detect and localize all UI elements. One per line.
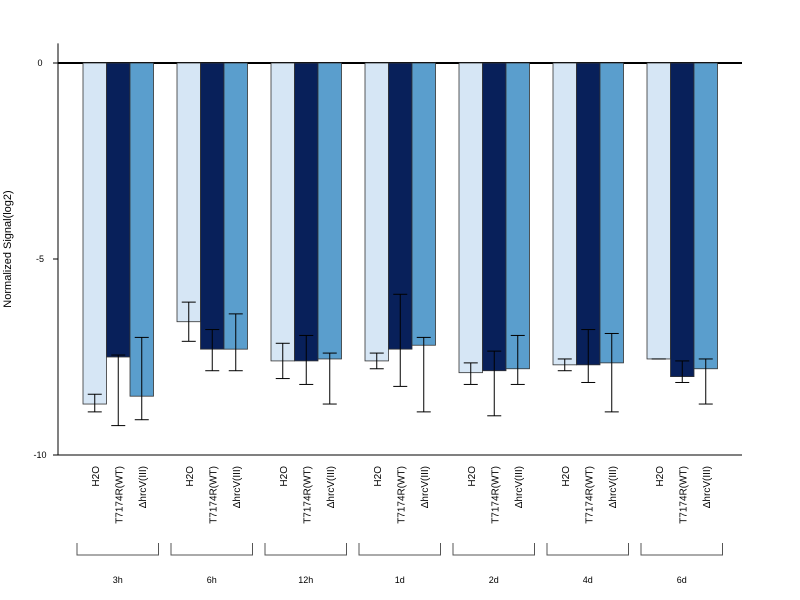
x-tick-label: T7174R(WT) [678, 466, 689, 524]
group-bracket [546, 543, 629, 556]
group-bracket [452, 543, 535, 556]
bar [599, 62, 624, 364]
x-tick-label: T7174R(WT) [396, 466, 407, 524]
bars [82, 62, 718, 405]
bar [223, 62, 248, 350]
group-bracket [76, 543, 159, 556]
bar [317, 62, 342, 360]
bar [411, 62, 436, 346]
x-tick-label: T7174R(WT) [302, 466, 313, 524]
group-label: 3h [113, 575, 123, 585]
x-tick-label: T7174R(WT) [490, 466, 501, 524]
x-tick-label: T7174R(WT) [584, 466, 595, 524]
bar [646, 62, 671, 360]
y-tick-label: 0 [37, 58, 42, 68]
group-label: 2d [489, 575, 499, 585]
x-tick-label: T7174R(WT) [114, 466, 125, 524]
x-tick-label: ΔhrcV(III) [138, 466, 149, 508]
group-bracket [358, 543, 441, 556]
x-tick-label: H2O [655, 466, 666, 487]
x-tick-label: ΔhrcV(III) [326, 466, 337, 508]
bar [458, 62, 483, 374]
y-axis-label: Normalized Signal(log2) [2, 190, 14, 307]
bar [270, 62, 295, 362]
x-tick-label: H2O [279, 466, 290, 487]
x-tick-label: ΔhrcV(III) [702, 466, 713, 508]
group-bracket [264, 543, 347, 556]
group-labels: 3h 6h 12h 1d 2d 4d 6d [76, 543, 723, 585]
bar [505, 62, 530, 370]
x-tick-label: H2O [467, 466, 478, 487]
group-label: 4d [583, 575, 593, 585]
bar [82, 62, 107, 405]
bar [693, 62, 718, 370]
group-bracket [170, 543, 253, 556]
bar [176, 62, 201, 323]
x-tick-label: ΔhrcV(III) [232, 466, 243, 508]
x-tick-labels: H2O T7174R(WT) ΔhrcV(III) H2O T7174R(WT) Δhrc… [91, 466, 713, 524]
error-bars [87, 293, 713, 427]
bar [482, 62, 507, 372]
x-tick-label: ΔhrcV(III) [608, 466, 619, 508]
x-tick-label: H2O [561, 466, 572, 487]
x-tick-label: H2O [373, 466, 384, 487]
x-tick-label: H2O [185, 466, 196, 487]
bar [364, 62, 389, 362]
bar [200, 62, 225, 350]
bar [294, 62, 319, 362]
bar [106, 62, 131, 358]
bar [576, 62, 601, 366]
group-bracket [640, 543, 723, 556]
x-tick-label: ΔhrcV(III) [420, 466, 431, 508]
x-tick-label: T7174R(WT) [208, 466, 219, 524]
x-tick-label: H2O [91, 466, 102, 487]
bar [670, 62, 695, 378]
group-label: 6h [207, 575, 217, 585]
bar [552, 62, 577, 366]
group-label: 12h [298, 575, 313, 585]
y-tick-label: -5 [36, 254, 44, 264]
y-tick-label: -10 [33, 450, 46, 460]
group-label: 6d [677, 575, 687, 585]
group-label: 1d [395, 575, 405, 585]
x-tick-label: ΔhrcV(III) [514, 466, 525, 508]
